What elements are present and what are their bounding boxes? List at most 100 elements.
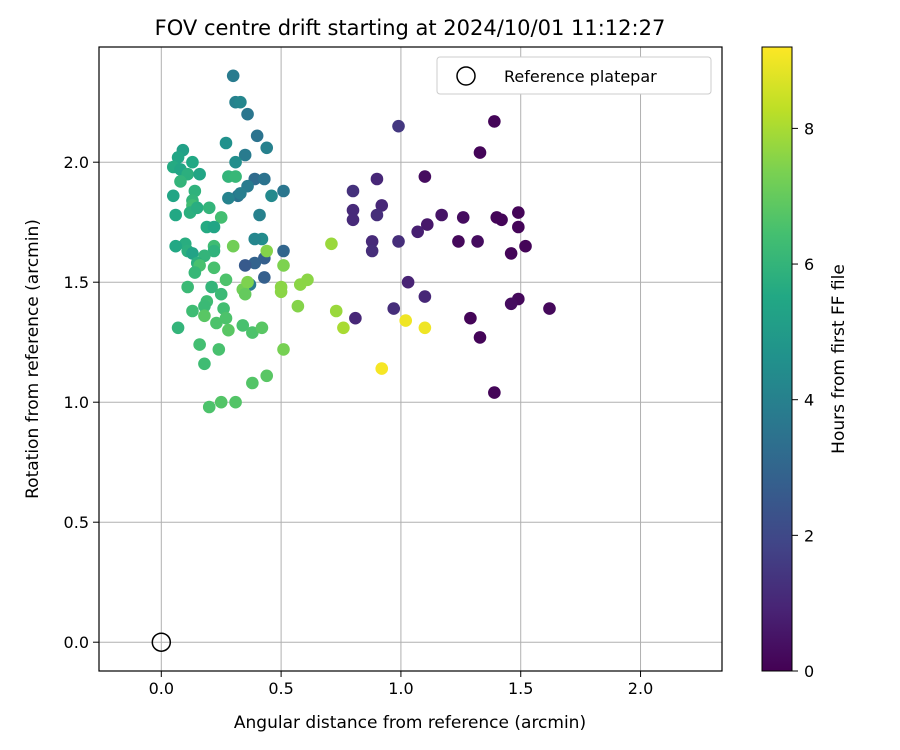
- scatter-point: [214, 395, 228, 409]
- colorbar-tick-label: 6: [804, 255, 814, 274]
- scatter-point: [250, 129, 264, 143]
- scatter-point: [248, 232, 262, 246]
- colorbar-label: Hours from first FF file: [829, 264, 849, 454]
- scatter-point: [207, 244, 221, 258]
- scatter-point: [504, 247, 518, 260]
- scatter-point: [222, 191, 235, 205]
- scatter-point: [198, 309, 211, 323]
- scatter-point: [202, 201, 216, 215]
- scatter-point: [258, 271, 271, 284]
- scatter-point: [258, 172, 271, 186]
- x-tick-label: 0.5: [268, 679, 293, 698]
- scatter-point: [365, 244, 379, 258]
- scatter-point: [346, 213, 360, 227]
- scatter-point: [392, 235, 405, 248]
- scatter-point: [512, 220, 525, 234]
- scatter-point: [488, 386, 501, 399]
- data-points: [166, 69, 556, 414]
- y-tick-label: 0.5: [64, 513, 89, 532]
- plot-frame: [98, 46, 723, 672]
- scatter-point: [188, 266, 202, 279]
- scatter-point: [418, 290, 432, 303]
- scatter-point: [543, 302, 556, 315]
- scatter-point: [181, 280, 194, 294]
- colorbar-tick-label: 4: [804, 391, 814, 410]
- scatter-point: [198, 357, 211, 371]
- legend-marker-icon: [456, 66, 476, 86]
- scatter-point: [488, 115, 501, 128]
- scatter-point: [349, 311, 362, 325]
- scatter-point: [277, 184, 290, 198]
- scatter-point: [174, 175, 187, 188]
- scatter-point: [401, 275, 415, 289]
- colorbar-tick-label: 0: [804, 662, 814, 681]
- scatter-point: [265, 189, 278, 203]
- scatter-point: [171, 321, 185, 335]
- x-axis-label: Angular distance from reference (arcmin): [234, 713, 586, 733]
- scatter-point: [198, 299, 211, 313]
- scatter-point: [241, 107, 254, 121]
- scatter-point: [169, 208, 182, 222]
- scatter-point: [229, 395, 242, 409]
- scatter-point: [504, 297, 518, 311]
- scatter-point: [375, 362, 389, 375]
- scatter-point: [219, 311, 233, 325]
- scatter-point: [291, 299, 305, 313]
- chart-title: FOV centre drift starting at 2024/10/01 …: [155, 16, 666, 40]
- scatter-point: [241, 275, 254, 289]
- scatter-point: [420, 218, 434, 231]
- scatter-point: [202, 400, 216, 414]
- scatter-point: [190, 201, 204, 215]
- scatter-point: [411, 225, 424, 239]
- scatter-point: [512, 206, 525, 219]
- reference-platepar-marker: [151, 632, 172, 652]
- scatter-point: [229, 155, 242, 169]
- x-axis-ticks: 0.0 0.5 1.0 1.5 2.0: [149, 671, 653, 698]
- scatter-point: [210, 316, 223, 330]
- legend-box: [436, 56, 712, 95]
- scatter-point: [329, 304, 343, 318]
- scatter-point: [495, 213, 508, 227]
- scatter-point: [234, 95, 247, 109]
- scatter-point: [171, 151, 185, 164]
- scatter-point: [238, 148, 252, 162]
- scatter-point: [277, 244, 290, 258]
- scatter-point: [346, 184, 360, 198]
- scatter-point: [246, 376, 259, 390]
- scatter-point: [217, 302, 230, 315]
- scatter-point: [248, 256, 262, 270]
- x-tick-label: 1.5: [508, 679, 533, 698]
- legend: Reference platepar: [436, 56, 712, 95]
- scatter-point: [325, 237, 338, 251]
- scatter-point: [418, 321, 432, 335]
- scatter-point: [207, 220, 221, 234]
- scatter-point: [193, 338, 206, 351]
- scatter-point: [238, 287, 252, 301]
- scatter-point: [193, 167, 206, 181]
- scatter-point: [253, 208, 266, 222]
- colorbar-tick-label: 8: [804, 119, 814, 138]
- x-tick-label: 1.0: [388, 679, 413, 698]
- y-tick-label: 2.0: [64, 153, 89, 172]
- scatter-point: [399, 314, 413, 327]
- scatter-point: [260, 369, 274, 383]
- colorbar-gradient: [761, 46, 793, 672]
- scatter-point: [214, 287, 228, 301]
- scatter-point: [375, 199, 389, 212]
- scatter-point: [418, 170, 432, 183]
- scatter-point: [392, 119, 405, 133]
- y-tick-label: 1.0: [64, 393, 89, 412]
- scatter-point: [222, 323, 235, 337]
- scatter-point: [301, 273, 314, 287]
- scatter-point: [260, 141, 274, 155]
- scatter-point: [234, 187, 247, 200]
- scatter-point: [226, 239, 240, 253]
- scatter-point: [274, 285, 288, 299]
- colorbar-ticks: 0 2 4 6 8: [792, 119, 814, 681]
- scatter-point: [166, 189, 180, 203]
- scatter-point: [337, 321, 350, 335]
- y-tick-label: 1.5: [64, 273, 89, 292]
- scatter-point: [214, 211, 228, 224]
- scatter-point: [473, 331, 487, 344]
